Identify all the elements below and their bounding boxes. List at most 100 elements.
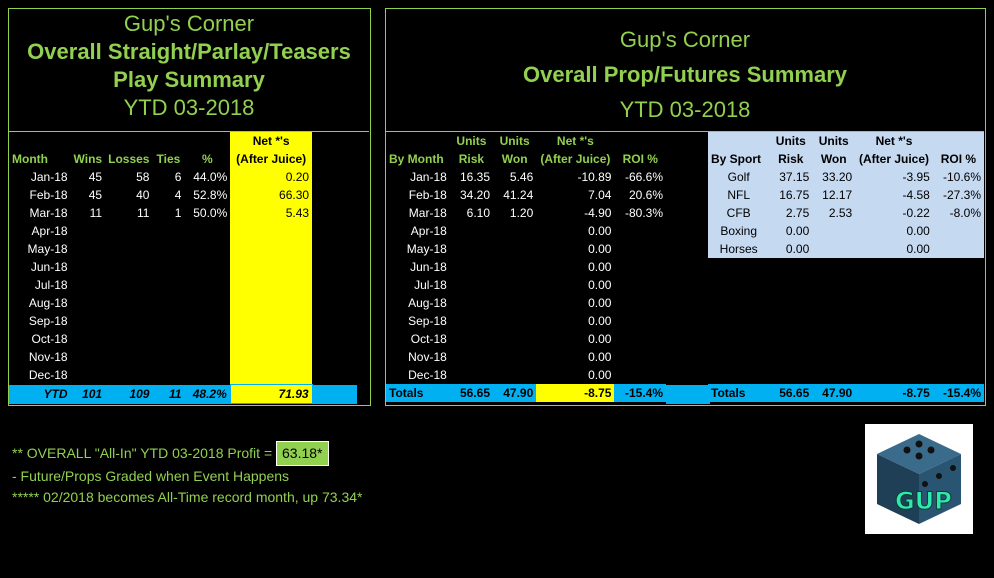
- row-ties: [152, 294, 184, 312]
- row-losses: [105, 330, 152, 348]
- sport-row-roi: [932, 222, 984, 240]
- row-month: Oct-18: [31, 332, 68, 346]
- row-blank: [312, 186, 357, 204]
- month-table-row: Dec-18 0.00: [386, 366, 666, 384]
- month-row-risk: [450, 366, 493, 384]
- left-table-row: May-18: [9, 240, 357, 258]
- month-row-roi: [614, 348, 666, 366]
- left-table-row: Jan-18 45 58 6 44.0% 0.20: [9, 168, 357, 186]
- row-net: [230, 258, 313, 276]
- left-title-line-4: YTD 03-2018: [123, 95, 255, 120]
- header-pct: %: [201, 152, 213, 166]
- row-month: May-18: [27, 242, 68, 256]
- notes-line-3: ***** 02/2018 becomes All-Time record mo…: [12, 489, 363, 505]
- notes-line-2: - Future/Props Graded when Event Happens: [12, 468, 290, 484]
- sport-row-sport: Horses: [708, 240, 770, 258]
- row-losses: 40: [136, 188, 150, 202]
- row-ties: [152, 366, 184, 385]
- row-wins: [71, 276, 106, 294]
- month-row-risk: [450, 312, 493, 330]
- month-table-row: Mar-18 6.10 1.20 -4.90 -80.3%: [386, 204, 666, 222]
- month-row-net: -10.89: [577, 170, 612, 184]
- row-month: Nov-18: [28, 350, 68, 364]
- left-table-row: Apr-18: [9, 222, 357, 240]
- sport-table-row: Boxing 0.00 0.00: [708, 222, 984, 240]
- sport-row-won: 2.53: [812, 204, 856, 222]
- month-row-net: 0.00: [588, 332, 612, 346]
- row-wins: 11: [89, 206, 103, 220]
- row-net: [230, 222, 313, 240]
- month-table-row: Sep-18 0.00: [386, 312, 666, 330]
- sport-table-row: Horses 0.00 0.00: [708, 240, 984, 258]
- month-row-net: 0.00: [588, 278, 612, 292]
- row-pct: 52.8%: [193, 188, 228, 202]
- left-table-row: Jun-18: [9, 258, 357, 276]
- left-title-line-2: Overall Straight/Parlay/Teasers: [27, 39, 351, 64]
- header-net-bottom: (After Juice): [230, 150, 313, 168]
- month-row-won: [493, 366, 536, 384]
- month-row-month: Oct-18: [410, 332, 447, 346]
- month-row-won: [493, 276, 536, 294]
- sport-row-net: 0.00: [855, 240, 933, 258]
- header-units-won-top: Units: [499, 134, 530, 148]
- row-month: Mar-18: [29, 206, 68, 220]
- row-losses: [105, 348, 152, 366]
- sport-row-net: -4.58: [855, 186, 933, 204]
- month-totals-row: Totals 56.65 47.90 -8.75 -15.4%: [386, 384, 666, 402]
- sport-row-risk: 0.00: [769, 240, 813, 258]
- month-row-net: 0.00: [588, 260, 612, 274]
- left-total-label: YTD: [9, 384, 71, 404]
- month-row-month: Jun-18: [410, 260, 447, 274]
- month-table-row: Aug-18 0.00: [386, 294, 666, 312]
- row-blank: [312, 240, 357, 258]
- month-table-row: Nov-18 0.00: [386, 348, 666, 366]
- left-table-row: Aug-18: [9, 294, 357, 312]
- month-row-roi: 20.6%: [628, 188, 663, 202]
- left-table-row: Mar-18 11 11 1 50.0% 5.43: [9, 204, 357, 222]
- month-row-net: 0.00: [588, 296, 612, 310]
- row-ties: [152, 312, 184, 330]
- left-total-net: 71.93: [229, 384, 313, 404]
- month-row-net: 0.00: [588, 350, 612, 364]
- month-row-month: Sep-18: [408, 314, 447, 328]
- row-losses: [105, 294, 152, 312]
- row-wins: [71, 240, 106, 258]
- month-row-month: Jan-18: [410, 170, 447, 184]
- header-net-top: Net *'s: [230, 132, 313, 150]
- sport-row-won: [812, 222, 856, 240]
- header-by-sport: By Sport: [708, 132, 770, 168]
- dice-logo-icon: GUP: [877, 434, 961, 524]
- month-row-roi: [614, 222, 666, 240]
- month-row-won: [493, 294, 536, 312]
- sport-total-roi: -15.4%: [932, 384, 984, 402]
- prop-month-table: By Month Units Units Net *'s ROI % Risk …: [386, 132, 666, 402]
- right-panel: [385, 8, 986, 406]
- left-summary-table: Month Wins Losses Ties % Net *'s (After …: [9, 132, 357, 404]
- row-wins: 45: [88, 188, 103, 202]
- month-row-month: May-18: [406, 242, 447, 256]
- right-panel-title: Gup's Corner Overall Prop/Futures Summar…: [386, 22, 984, 127]
- row-month: Jul-18: [34, 278, 68, 292]
- row-blank: [312, 330, 357, 348]
- month-total-won: 47.90: [493, 384, 537, 402]
- header-blank: [312, 132, 357, 168]
- row-wins: [71, 366, 106, 385]
- month-total-net: -8.75: [536, 384, 615, 402]
- sport-row-roi: [932, 240, 984, 258]
- month-row-net: 0.00: [588, 368, 612, 382]
- left-table-row: Feb-18 45 40 4 52.8% 66.30: [9, 186, 357, 204]
- header-sport-won-bottom: Won: [812, 150, 856, 168]
- month-row-risk: [450, 240, 493, 258]
- month-row-net: -4.90: [584, 206, 612, 220]
- header-roi: ROI %: [622, 152, 658, 166]
- overall-profit-label: ** OVERALL "All-In" YTD 03-2018 Profit =: [12, 445, 277, 461]
- sport-row-risk: 37.15: [769, 168, 813, 186]
- left-total-losses: 109: [105, 384, 153, 404]
- row-blank: [312, 168, 357, 186]
- month-row-month: Dec-18: [408, 368, 447, 382]
- row-month: Apr-18: [31, 224, 68, 238]
- row-pct: [184, 222, 230, 240]
- row-ties: [152, 276, 184, 294]
- right-title-line-2: Overall Prop/Futures Summary: [523, 62, 847, 87]
- left-title-line-1: Gup's Corner: [123, 11, 255, 36]
